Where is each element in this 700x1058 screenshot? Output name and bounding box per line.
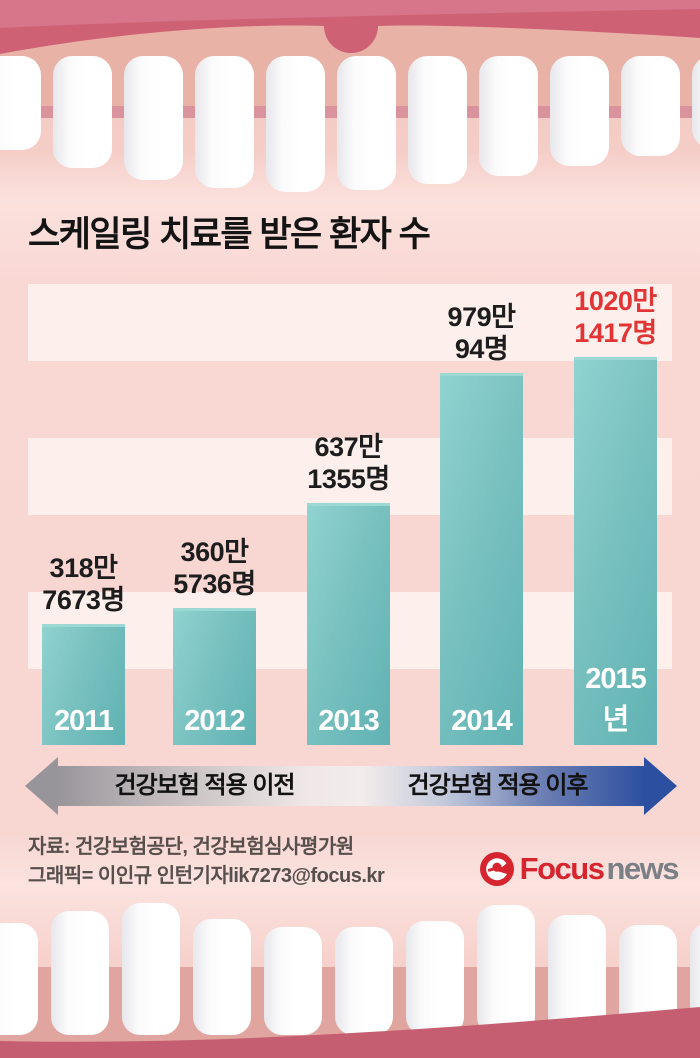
focus-news-logo: Focusnews [479, 851, 680, 887]
bar-2011: 2011 [42, 624, 125, 745]
tooth [479, 56, 538, 176]
tooth [690, 924, 700, 1034]
bar-year-label: 2011 [54, 705, 114, 737]
arrow-right-head-icon [644, 757, 677, 815]
bar-year-label: 2012 [184, 705, 246, 737]
bar-2013: 2013 [307, 503, 390, 745]
tooth [337, 56, 396, 190]
upper-teeth-illustration [0, 0, 700, 192]
tooth [335, 927, 393, 1035]
footer-credits: 자료: 건강보험공단, 건강보험심사평가원 그래픽= 이인규 인턴기자lik72… [28, 833, 385, 891]
tooth [124, 56, 183, 180]
timeline-arrow-body: 건강보험 적용 이전 건강보험 적용 이후 [58, 766, 644, 806]
bar-value-label: 637만 1355명 [307, 432, 390, 494]
tooth [408, 56, 467, 184]
bar-chart: 318만 7673명 2011 360만 5736명 2012 637만 1355명 2013 9… [0, 284, 700, 745]
tooth [406, 921, 464, 1035]
focus-swirl-icon [479, 852, 514, 886]
tooth [692, 59, 700, 145]
page-title: 스케일링 치료를 받은 환자 수 [28, 215, 431, 254]
credit-line: 그래픽= 이인규 인턴기자lik7273@focus.kr [28, 865, 385, 887]
tooth [264, 927, 322, 1035]
bar-value-label: 979만 94명 [447, 302, 516, 364]
tooth [122, 903, 180, 1035]
logo-wordmark: Focusnews [519, 851, 680, 887]
bar-year-label: 2015년 [585, 663, 647, 736]
timeline-after-label: 건강보험 적용 이후 [407, 772, 589, 799]
tooth [477, 905, 535, 1035]
bar-value-label: 1020만 1417명 [574, 286, 657, 348]
timeline-arrow: 건강보험 적용 이전 건강보험 적용 이후 [25, 757, 677, 815]
logo-brand-secondary: news [606, 851, 679, 886]
tooth [195, 56, 254, 188]
source-line: 자료: 건강보험공단, 건강보험심사평가원 [28, 836, 354, 858]
tooth [51, 911, 109, 1035]
lower-teeth-illustration [0, 903, 700, 1058]
tooth [266, 56, 325, 192]
tooth [619, 925, 677, 1035]
tooth [550, 56, 609, 166]
tooth [548, 915, 606, 1035]
tooth [193, 919, 251, 1035]
tooth [0, 56, 41, 150]
tooth [621, 56, 680, 156]
bar-year-label: 2014 [451, 705, 513, 737]
bar-2015년: 2015년 [574, 357, 657, 745]
chart-bars: 318만 7673명 2011 360만 5736명 2012 637만 1355명 2013 9… [0, 284, 700, 745]
timeline-before-label: 건강보험 적용 이전 [114, 772, 296, 799]
tooth [0, 923, 38, 1035]
bar-value-label: 360만 5736명 [173, 537, 256, 599]
bar-2014: 2014 [440, 373, 523, 745]
bar-2012: 2012 [173, 608, 256, 745]
tooth [53, 56, 112, 168]
bar-year-label: 2013 [318, 705, 380, 737]
logo-brand-primary: Focus [519, 851, 605, 886]
arrow-left-head-icon [25, 757, 58, 815]
bar-value-label: 318만 7673명 [42, 553, 125, 615]
